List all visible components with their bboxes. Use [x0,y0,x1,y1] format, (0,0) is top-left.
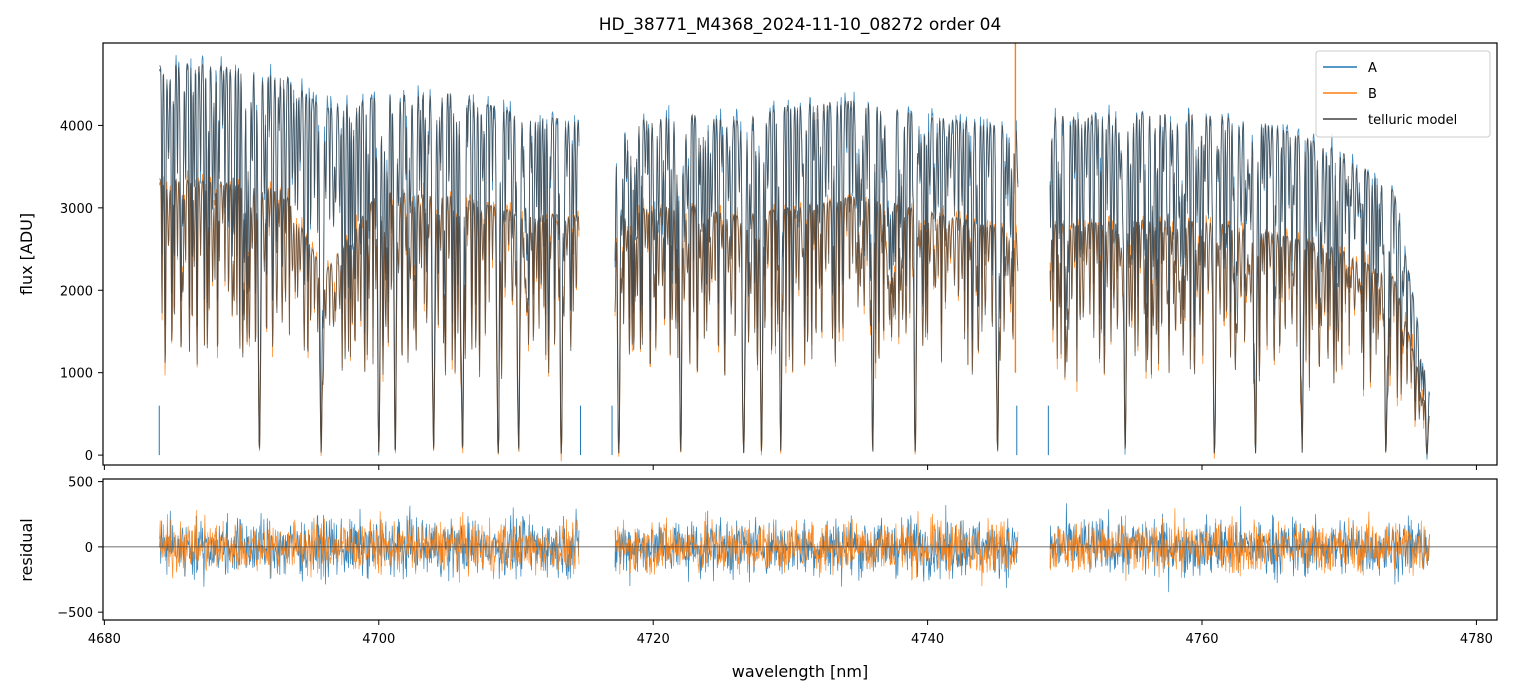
residual-y-ticks: −500 0 500 [57,476,103,621]
legend-label-telluric: telluric model [1368,113,1457,128]
x-tick-label: 4760 [1185,632,1218,647]
residual-y-axis-label: residual [17,518,36,581]
residual-x-ticks: 4680 4700 4720 4740 4760 4780 [88,620,1493,647]
residual-panel: −500 0 500 4680 4700 4720 4740 4760 4780 residu… [17,476,1498,681]
flux-data-area [158,43,1430,462]
telluric-model-b-line [1049,219,1430,455]
flux-y-ticks: 0 1000 2000 3000 4000 [60,119,103,464]
telluric-model-b-line [159,178,580,454]
residual-y-tick-label: 0 [85,541,93,556]
telluric-model-a-line [159,63,580,454]
residual-y-tick-label: −500 [57,606,93,621]
residual-data-area [103,503,1497,593]
telluric-model-a-line [1049,112,1430,455]
residual-axes-frame [102,478,1498,621]
flux-panel: 0 1000 2000 3000 4000 flux [ADU] A B telluri… [17,42,1498,470]
chart-title: HD_38771_M4368_2024-11-10_08272 order 04 [599,15,1002,35]
residual-b-line [1049,508,1430,581]
legend: A B telluric model [1315,50,1491,138]
residual-b-line [614,511,1019,587]
flux-x-ticks [103,465,1477,470]
x-tick-label: 4780 [1460,632,1493,647]
x-axis-label: wavelength [nm] [732,662,869,681]
x-tick-label: 4700 [362,632,395,647]
x-tick-label: 4680 [88,632,121,647]
flux-y-tick-label: 4000 [60,119,93,134]
x-tick-label: 4720 [637,632,670,647]
flux-y-tick-label: 3000 [60,202,93,217]
telluric-model-b-line [614,196,1019,454]
x-tick-label: 4740 [911,632,944,647]
residual-y-tick-label: 500 [68,476,93,491]
flux-y-tick-label: 1000 [60,367,93,382]
flux-axes-frame [102,42,1498,466]
flux-y-tick-label: 2000 [60,284,93,299]
flux-y-axis-label: flux [ADU] [17,213,36,295]
legend-label-a: A [1368,61,1377,76]
legend-label-b: B [1368,87,1377,102]
residual-b-line [158,510,580,583]
telluric-model-a-line [614,100,1019,453]
flux-y-tick-label: 0 [85,449,93,464]
